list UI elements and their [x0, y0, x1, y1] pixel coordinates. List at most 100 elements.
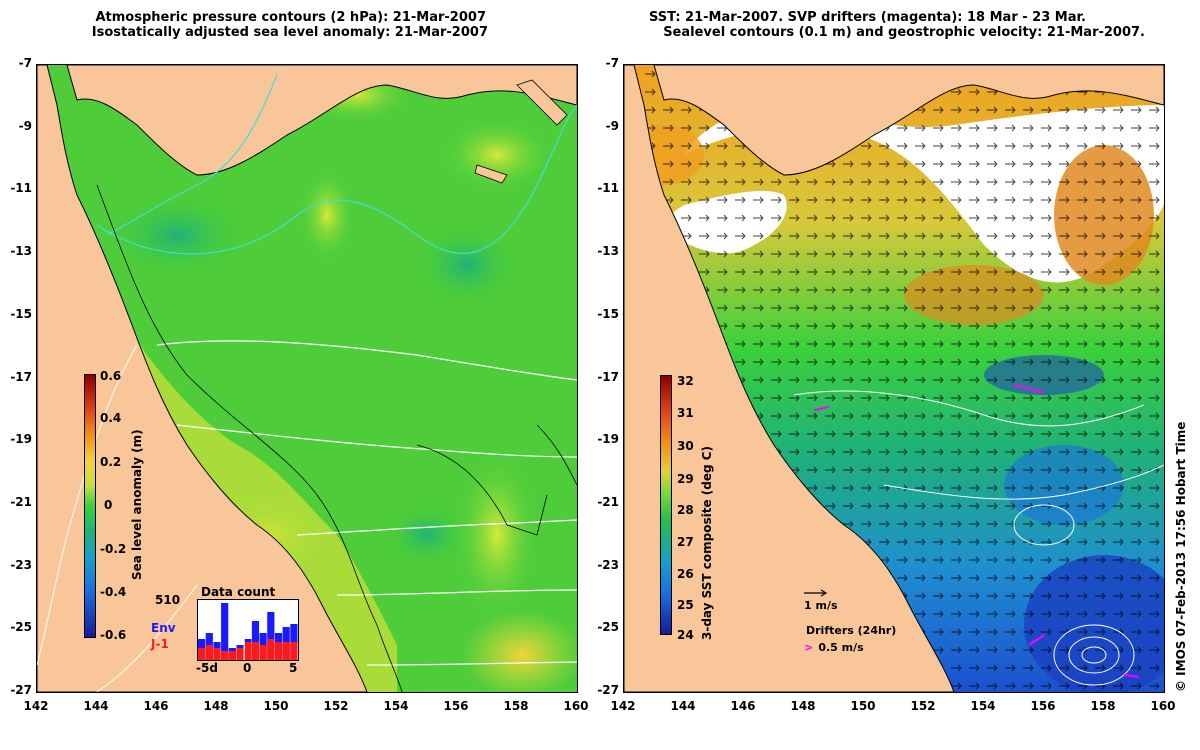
- right-title-line2: Sealevel contours (0.1 m) and geostrophi…: [663, 25, 1145, 40]
- sla-cb-tick-2: 0.2: [100, 455, 122, 469]
- left-ytick-5: -17: [10, 369, 32, 384]
- hist-j1-bar: [244, 642, 252, 660]
- right-ytick-10: -27: [597, 683, 619, 697]
- left-xtick-6: 154: [383, 699, 409, 713]
- hist-j1-bar: [236, 648, 244, 660]
- left-ytick-7: -21: [10, 494, 32, 509]
- right-xtick-8: 158: [1090, 699, 1116, 713]
- left-ytick-0: -7: [18, 56, 32, 70]
- right-map-sst[interactable]: 1 m/s Drifters (24hr) > 0.5 m/s: [623, 64, 1165, 693]
- hist-j1-bar: [267, 639, 275, 660]
- hist-env-bar: [267, 612, 275, 660]
- right-ytick-8: -23: [597, 557, 619, 572]
- sla-cb-tick-3: 0: [104, 498, 113, 512]
- right-xtick-6: 154: [970, 699, 996, 713]
- right-ytick-1: -9: [605, 118, 619, 133]
- right-xtick-0: 142: [610, 699, 636, 713]
- left-xtick-3: 148: [203, 699, 229, 713]
- right-ytick-7: -21: [597, 494, 619, 509]
- credit-text: © IMOS 07-Feb-2013 17:56 Hobart Time: [1174, 421, 1188, 692]
- sst-cb-tick-4: 28: [677, 503, 694, 517]
- drifters-speed-label: 0.5 m/s: [818, 641, 864, 654]
- sla-cb-tick-6: -0.6: [100, 628, 127, 642]
- right-ytick-4: -15: [597, 306, 619, 321]
- left-xtick-7: 156: [443, 699, 469, 713]
- left-ytick-10: -27: [10, 683, 32, 697]
- left-xtick-4: 150: [263, 699, 289, 713]
- drifter-arrow-icon: >: [804, 641, 814, 654]
- left-map-sla[interactable]: Data count 510 Env J-1 -5d 0 5: [36, 64, 578, 693]
- left-ytick-1: -9: [18, 118, 32, 133]
- sla-colorbar: [84, 374, 96, 638]
- hist-j1-bar: [205, 645, 213, 660]
- velocity-scale-label: 1 m/s: [804, 599, 838, 612]
- sst-cb-tick-0: 32: [677, 374, 694, 388]
- land-png: [66, 65, 577, 176]
- left-xtick-9: 160: [563, 699, 589, 713]
- sla-cb-tick-5: -0.4: [100, 585, 127, 599]
- data-count-inset: Data count 510 Env J-1 -5d 0 5: [151, 585, 299, 675]
- data-count-histogram: [197, 599, 299, 661]
- land-australia-sst: [624, 65, 955, 692]
- sla-cb-tick-4: -0.2: [100, 542, 127, 556]
- hist-xtick-2: 5: [289, 661, 298, 675]
- hist-j1-bar: [282, 642, 290, 660]
- hist-j1-bar: [213, 648, 221, 660]
- right-xtick-1: 144: [670, 699, 696, 713]
- hist-j1-bar: [290, 642, 298, 660]
- right-xtick-5: 152: [910, 699, 936, 713]
- left-xtick-8: 158: [503, 699, 529, 713]
- left-ytick-8: -23: [10, 557, 32, 572]
- sst-cb-tick-6: 26: [677, 567, 694, 581]
- hist-xtick-0: -5d: [196, 661, 218, 675]
- sst-cb-tick-8: 24: [677, 628, 694, 642]
- left-ytick-6: -19: [10, 432, 32, 447]
- sst-cb-tick-7: 25: [677, 598, 694, 612]
- hist-env-bar: [221, 603, 229, 660]
- sst-colorbar-label: 3-day SST composite (deg C): [700, 445, 714, 640]
- right-ytick-9: -25: [597, 620, 619, 635]
- right-title-line1: SST: 21-Mar-2007. SVP drifters (magenta)…: [649, 10, 1086, 25]
- sst-cb-tick-5: 27: [677, 535, 694, 549]
- land-png-sst: [653, 65, 1164, 176]
- left-title-line2: Isostatically adjusted sea level anomaly…: [91, 25, 488, 40]
- left-ytick-3: -13: [10, 244, 32, 259]
- drifters-speed: > 0.5 m/s: [804, 636, 864, 655]
- left-xtick-2: 146: [143, 699, 169, 713]
- left-xtick-5: 152: [323, 699, 349, 713]
- left-title-line1: Atmospheric pressure contours (2 hPa): 2…: [95, 10, 486, 25]
- right-ytick-5: -17: [597, 369, 619, 384]
- hist-j1-bar: [228, 651, 236, 660]
- hist-j1-bar: [259, 645, 267, 660]
- sst-colorbar: [660, 375, 672, 635]
- sla-colorbar-label: Sea level anomaly (m): [130, 429, 144, 580]
- right-ytick-3: -13: [597, 244, 619, 259]
- hist-j1-bar: [221, 651, 229, 660]
- left-ytick-2: -11: [10, 181, 32, 196]
- right-xtick-4: 150: [850, 699, 876, 713]
- sst-cb-tick-2: 30: [677, 439, 694, 453]
- sla-cb-tick-0: 0.6: [100, 369, 122, 383]
- right-xtick-3: 148: [790, 699, 816, 713]
- drifters-label: Drifters (24hr): [806, 624, 897, 637]
- right-xtick-9: 160: [1150, 699, 1176, 713]
- left-xtick-0: 142: [23, 699, 49, 713]
- right-xtick-2: 146: [730, 699, 756, 713]
- legend-j1: J-1: [151, 637, 169, 651]
- sla-cb-tick-1: 0.4: [100, 411, 122, 425]
- hist-j1-bar: [251, 642, 260, 660]
- hist-env-bar: [251, 621, 260, 660]
- land-australia: [37, 65, 368, 692]
- right-ytick-0: -7: [605, 56, 619, 70]
- data-count-title: Data count: [201, 585, 276, 599]
- sst-cb-tick-1: 31: [677, 406, 694, 420]
- left-ytick-4: -15: [10, 306, 32, 321]
- right-ytick-2: -11: [597, 181, 619, 196]
- data-count-max: 510: [155, 593, 181, 607]
- hist-j1-bar: [198, 648, 206, 660]
- hist-j1-bar: [274, 642, 283, 660]
- right-xtick-7: 156: [1030, 699, 1056, 713]
- left-ytick-9: -25: [10, 620, 32, 635]
- hist-xtick-1: 0: [243, 661, 252, 675]
- right-ytick-6: -19: [597, 432, 619, 447]
